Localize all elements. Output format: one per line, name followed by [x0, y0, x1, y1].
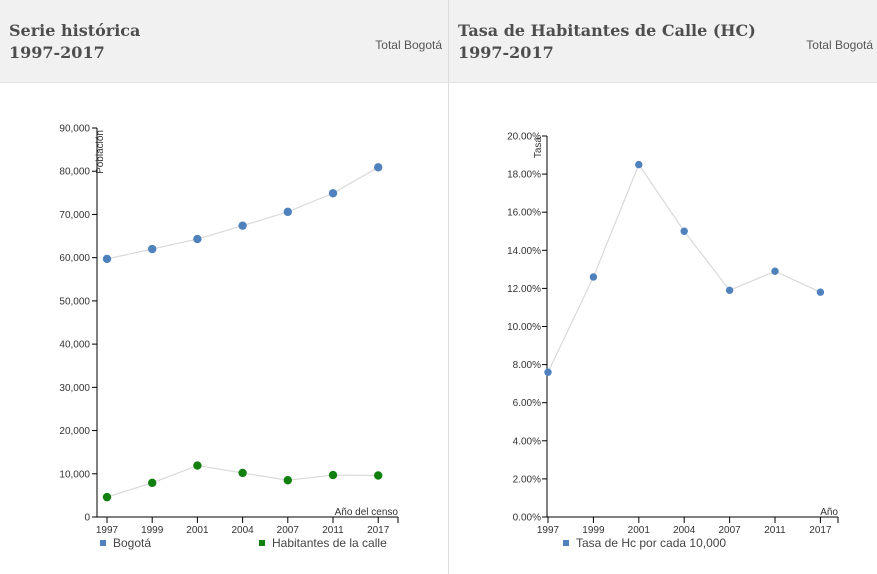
y-axis-label: Tasa — [533, 137, 544, 159]
y-tick-label: 8.00% — [513, 360, 541, 371]
data-point — [238, 221, 247, 230]
data-point — [816, 288, 825, 296]
legend-swatch — [100, 540, 106, 546]
data-point — [148, 478, 157, 488]
data-point — [589, 273, 598, 281]
data-point — [771, 267, 779, 275]
data-point — [374, 163, 383, 172]
y-tick-label: 80,000 — [59, 167, 90, 178]
y-tick-label: 0 — [84, 513, 90, 524]
data-point — [102, 254, 112, 264]
rate-line-chart: 0.00% 2.00% 4.00% 6.00% 8.00% 10.00% 12.00% 14.… — [507, 132, 839, 550]
y-tick-label: 20.00% — [507, 132, 541, 143]
y-tick-label: 0.00% — [513, 513, 541, 524]
panel-header: Tasa de Habitantes de Calle (HC) 1997-20… — [449, 0, 877, 83]
data-point — [680, 227, 688, 235]
x-tick-label: 2004 — [231, 525, 254, 536]
y-tick-label: 4.00% — [513, 436, 541, 447]
y-tick-label: 20,000 — [59, 426, 90, 437]
series-line — [547, 163, 821, 373]
panel-title-line1: Tasa de Habitantes de Calle (HC) — [458, 21, 756, 40]
x-tick-label: 1997 — [537, 525, 560, 536]
x-tick-label: 1999 — [582, 525, 605, 536]
population-line-chart: 0 10,000 20,000 30,000 40,000 50,000 60,000 70,… — [59, 124, 399, 550]
panel-title-line1: Serie histórica — [9, 21, 141, 40]
data-point — [238, 468, 247, 478]
y-tick-label: 30,000 — [59, 383, 90, 394]
panel-title: Tasa de Habitantes de Calle (HC) 1997-20… — [458, 20, 756, 64]
y-tick-label: 18.00% — [507, 170, 541, 181]
y-tick-label: 10,000 — [59, 469, 90, 480]
x-tick-label: 2011 — [322, 525, 344, 536]
data-point — [193, 461, 202, 470]
series-line — [106, 166, 379, 260]
chart-panel-serie-historica: Serie histórica 1997-2017 Total Bogotá 0… — [0, 0, 449, 574]
y-tick-label: 90,000 — [59, 124, 90, 135]
y-axis-label: Población — [95, 130, 106, 174]
panel-title-line2: 1997-2017 — [9, 43, 105, 62]
x-tick-label: 1997 — [96, 525, 119, 536]
data-point — [102, 492, 112, 502]
y-tick-label: 70,000 — [59, 210, 90, 221]
legend-label: Tasa de Hc por cada 10,000 — [576, 536, 726, 550]
y-tick-label: 50,000 — [59, 296, 90, 307]
data-point — [328, 470, 338, 480]
y-tick-label: 14.00% — [507, 246, 541, 257]
y-tick-label: 10.00% — [507, 322, 541, 333]
data-point — [148, 244, 157, 254]
y-tick-label: 6.00% — [513, 398, 541, 409]
x-tick-label: 2004 — [673, 525, 696, 536]
y-tick-label: 60,000 — [59, 253, 90, 264]
x-tick-label: 2017 — [367, 525, 390, 536]
x-tick-label: 2007 — [718, 525, 741, 536]
panel-subtitle: Total Bogotá — [375, 38, 442, 52]
legend-label: Bogotá — [113, 536, 151, 550]
data-point — [283, 476, 292, 485]
data-point — [374, 471, 383, 480]
panel-title-line2: 1997-2017 — [458, 43, 554, 62]
data-point — [725, 286, 734, 295]
x-tick-label: 2007 — [277, 525, 300, 536]
x-axis-label: Año del censo — [335, 507, 399, 518]
panel-title: Serie histórica 1997-2017 — [9, 20, 140, 64]
data-point — [193, 234, 202, 244]
legend-label: Habitantes de la calle — [272, 536, 387, 550]
data-point — [544, 368, 552, 376]
x-tick-label: 1999 — [141, 525, 164, 536]
x-axis-label: Año — [820, 507, 838, 518]
data-point — [635, 160, 643, 169]
data-point — [283, 207, 292, 217]
legend-swatch — [259, 540, 265, 546]
y-tick-label: 40,000 — [59, 340, 90, 351]
panel-header: Serie histórica 1997-2017 Total Bogotá — [0, 0, 448, 83]
x-tick-label: 2001 — [628, 525, 651, 536]
legend-swatch — [563, 540, 569, 546]
x-tick-label: 2017 — [809, 525, 832, 536]
x-tick-label: 2001 — [186, 525, 209, 536]
chart-panel-tasa-hc: Tasa de Habitantes de Calle (HC) 1997-20… — [449, 0, 877, 574]
x-tick-label: 2011 — [764, 525, 786, 536]
y-tick-label: 16.00% — [507, 208, 541, 219]
y-tick-label: 12.00% — [507, 284, 541, 295]
y-tick-label: 2.00% — [513, 474, 541, 485]
panel-subtitle: Total Bogotá — [806, 38, 873, 52]
data-point — [328, 189, 338, 198]
